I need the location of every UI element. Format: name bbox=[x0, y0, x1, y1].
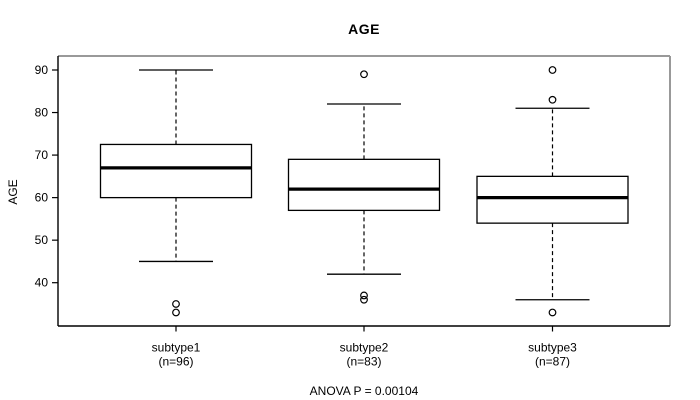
boxplot-subtype1-box bbox=[99, 143, 253, 199]
boxplot-subtype2-outlier-point bbox=[360, 295, 368, 304]
boxplot-subtype1-outlier-point bbox=[172, 300, 180, 308]
x-group-label: subtype2 bbox=[340, 341, 389, 355]
boxplot-subtype1-outlier-point bbox=[172, 308, 180, 317]
y-tick-label: 40 bbox=[35, 276, 49, 290]
boxplot-subtype2-outlier-point bbox=[360, 70, 368, 79]
y-tick-label: 50 bbox=[35, 233, 49, 247]
y-tick-label: 90 bbox=[35, 63, 49, 77]
boxplot-subtype3-box bbox=[476, 175, 629, 224]
y-tick-label: 70 bbox=[35, 148, 49, 162]
x-group-n-label: (n=83) bbox=[346, 355, 381, 369]
x-group-n-label: (n=87) bbox=[535, 355, 570, 369]
x-group-label: subtype1 bbox=[152, 341, 201, 355]
y-tick-label: 60 bbox=[35, 191, 49, 205]
boxplot-subtype2-box bbox=[287, 158, 441, 212]
boxplot-subtype3-outlier-point bbox=[548, 308, 557, 317]
x-group-n-label: (n=96) bbox=[158, 355, 193, 369]
boxplot-subtype2-outlier-point bbox=[360, 291, 368, 300]
chart-title: AGE bbox=[348, 21, 380, 37]
boxplot-subtype3-outlier-point bbox=[548, 95, 557, 104]
x-group-label: subtype3 bbox=[528, 341, 577, 355]
y-tick-label: 80 bbox=[35, 106, 49, 120]
boxplot-subtype3-outlier-point bbox=[548, 66, 557, 74]
anova-caption: ANOVA P = 0.00104 bbox=[309, 384, 419, 398]
